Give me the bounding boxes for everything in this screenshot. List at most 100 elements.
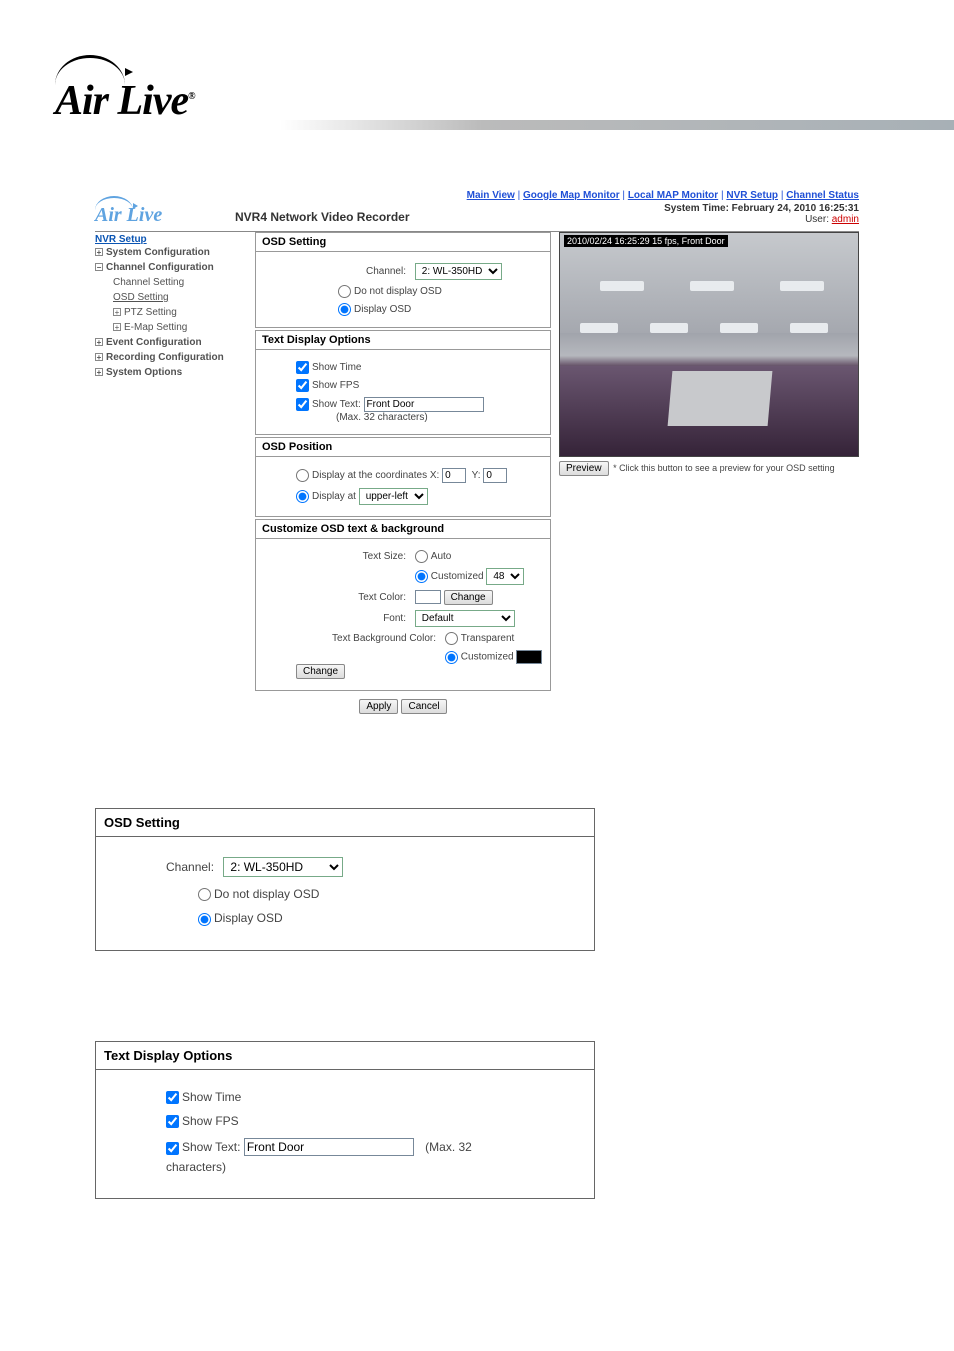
sidebar-item-channel-setting[interactable]: Channel Setting xyxy=(95,275,255,290)
system-time: System Time: February 24, 2010 16:25:31 xyxy=(467,203,859,214)
panel-osd-setting: OSD Setting Channel: 2: WL-350HD Do not … xyxy=(255,232,551,328)
panel-title-text-display: Text Display Options xyxy=(256,331,550,350)
label-bg-color: Text Background Color: xyxy=(296,633,436,644)
nav-google-map[interactable]: Google Map Monitor xyxy=(523,190,620,201)
sidebar-item-channel-configuration[interactable]: −Channel Configuration xyxy=(95,260,255,275)
radio-size-custom[interactable] xyxy=(415,570,428,583)
detail-radio-not-display[interactable] xyxy=(198,888,211,901)
checkbox-show-fps[interactable] xyxy=(296,379,309,392)
swatch-text-color xyxy=(415,590,441,604)
channel-label: Channel: xyxy=(296,266,406,277)
app-title: NVR4 Network Video Recorder xyxy=(235,190,467,224)
detail-input-show-text[interactable] xyxy=(244,1138,414,1156)
detail-panel-osd-setting: OSD Setting Channel: 2: WL-350HD Do not … xyxy=(95,808,595,951)
camera-preview: 2010/02/24 16:25:29 15 fps, Front Door xyxy=(559,232,859,457)
expand-icon[interactable]: + xyxy=(113,323,121,331)
radio-bg-custom[interactable] xyxy=(445,651,458,664)
button-change-text-color[interactable]: Change xyxy=(444,590,493,605)
sidebar-root[interactable]: NVR Setup xyxy=(95,234,255,245)
label-text-size: Text Size: xyxy=(296,551,406,562)
expand-icon[interactable]: + xyxy=(113,308,121,316)
panel-title-customize: Customize OSD text & background xyxy=(256,520,550,539)
label-y: Y: xyxy=(472,470,481,481)
detail-max-chars-2: characters) xyxy=(166,1160,226,1174)
radio-size-auto[interactable] xyxy=(415,550,428,563)
sidebar-item-ptz-setting[interactable]: +PTZ Setting xyxy=(95,305,255,320)
apply-button[interactable]: Apply xyxy=(359,699,398,714)
small-logo-arc-icon xyxy=(95,196,133,210)
expand-icon[interactable]: + xyxy=(95,338,103,346)
detail-label-show-time: Show Time xyxy=(182,1090,241,1104)
action-row: Apply Cancel xyxy=(255,699,551,714)
header-divider xyxy=(280,120,954,130)
detail-checkbox-show-time[interactable] xyxy=(166,1091,179,1104)
app-logo: Air Live xyxy=(95,190,235,227)
sidebar-item-system-configuration[interactable]: +System Configuration xyxy=(95,245,255,260)
radio-bg-transparent[interactable] xyxy=(445,632,458,645)
label-size-custom: Customized xyxy=(431,571,484,582)
detail-panel-text-display: Text Display Options Show Time Show FPS … xyxy=(95,1041,595,1200)
nav-main-view[interactable]: Main View xyxy=(467,190,515,201)
detail-label-not-display: Do not display OSD xyxy=(214,887,319,901)
radio-display-osd[interactable] xyxy=(338,303,351,316)
detail-radio-display[interactable] xyxy=(198,913,211,926)
label-bg-custom: Customized xyxy=(461,652,514,663)
label-transparent: Transparent xyxy=(461,633,515,644)
input-coord-x[interactable] xyxy=(442,468,466,483)
panel-text-display: Text Display Options Show Time Show FPS … xyxy=(255,330,551,435)
expand-icon[interactable]: + xyxy=(95,353,103,361)
radio-pos-coord[interactable] xyxy=(296,469,309,482)
preview-osd-text: 2010/02/24 16:25:29 15 fps, Front Door xyxy=(564,235,728,247)
label-not-display: Do not display OSD xyxy=(354,286,442,297)
detail-max-chars: (Max. 32 xyxy=(425,1140,472,1154)
cancel-button[interactable]: Cancel xyxy=(401,699,446,714)
channel-select[interactable]: 2: WL-350HD xyxy=(415,263,502,280)
input-coord-y[interactable] xyxy=(483,468,507,483)
sidebar-item-recording-configuration[interactable]: +Recording Configuration xyxy=(95,350,255,365)
detail-checkbox-show-fps[interactable] xyxy=(166,1115,179,1128)
checkbox-show-time[interactable] xyxy=(296,361,309,374)
panel-osd-position: OSD Position Display at the coordinates … xyxy=(255,437,551,517)
panel-customize: Customize OSD text & background Text Siz… xyxy=(255,519,551,691)
radio-pos-preset[interactable] xyxy=(296,490,309,503)
select-font[interactable]: Default xyxy=(415,610,515,627)
expand-icon[interactable]: + xyxy=(95,368,103,376)
max-chars-note: (Max. 32 characters) xyxy=(336,412,428,423)
radio-not-display-osd[interactable] xyxy=(338,285,351,298)
preview-note-text: * Click this button to see a preview for… xyxy=(613,463,835,473)
label-pos-preset: Display at xyxy=(312,491,356,502)
swatch-bg-color xyxy=(516,650,542,664)
input-show-text[interactable] xyxy=(364,397,484,412)
button-change-bg-color[interactable]: Change xyxy=(296,664,345,679)
expand-icon[interactable]: + xyxy=(95,248,103,256)
label-show-fps: Show FPS xyxy=(312,380,359,391)
detail-checkbox-show-text[interactable] xyxy=(166,1142,179,1155)
sidebar-item-osd-setting[interactable]: OSD Setting xyxy=(95,290,255,305)
label-text-color: Text Color: xyxy=(296,592,406,603)
detail-title-text-display: Text Display Options xyxy=(96,1042,594,1070)
detail-label-show-fps: Show FPS xyxy=(182,1114,239,1128)
detail-channel-select[interactable]: 2: WL-350HD xyxy=(223,857,343,877)
nav-channel-status[interactable]: Channel Status xyxy=(786,190,859,201)
label-pos-coord: Display at the coordinates X: xyxy=(312,470,439,481)
nav-local-map[interactable]: Local MAP Monitor xyxy=(628,190,718,201)
checkbox-show-text[interactable] xyxy=(296,398,309,411)
nav-nvr-setup[interactable]: NVR Setup xyxy=(726,190,778,201)
preview-button[interactable]: Preview xyxy=(559,461,609,476)
sidebar-item-event-configuration[interactable]: +Event Configuration xyxy=(95,335,255,350)
user-link[interactable]: admin xyxy=(832,214,859,225)
label-font: Font: xyxy=(296,613,406,624)
page-header: Air Live® xyxy=(0,0,954,140)
sidebar-item-system-options[interactable]: +System Options xyxy=(95,365,255,380)
sidebar: NVR Setup +System Configuration −Channel… xyxy=(95,232,255,718)
detail-title-osd: OSD Setting xyxy=(96,809,594,837)
sidebar-item-emap-setting[interactable]: +E-Map Setting xyxy=(95,320,255,335)
top-nav: Main View | Google Map Monitor | Local M… xyxy=(467,190,859,201)
label-display: Display OSD xyxy=(354,304,411,315)
select-pos-preset[interactable]: upper-left xyxy=(359,488,428,505)
label-show-text: Show Text: xyxy=(312,399,361,410)
user-line: User: admin xyxy=(467,214,859,225)
select-text-size[interactable]: 48 xyxy=(486,568,524,585)
label-auto: Auto xyxy=(431,551,452,562)
collapse-icon[interactable]: − xyxy=(95,263,103,271)
